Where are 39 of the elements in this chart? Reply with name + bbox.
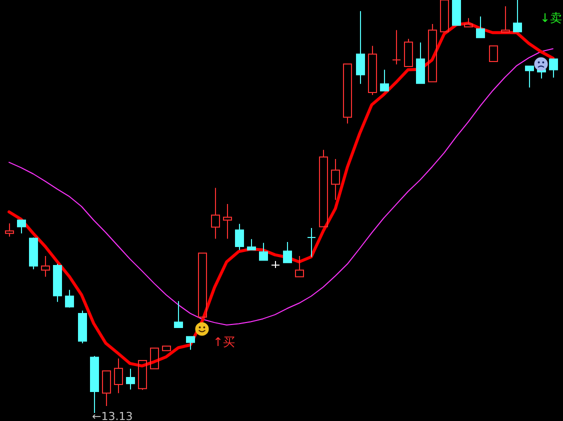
candlestick [356, 10, 365, 84]
candlestick [525, 66, 534, 88]
candlestick [343, 64, 352, 124]
candlestick [174, 300, 183, 328]
candlestick [368, 45, 377, 96]
candlestick [235, 223, 244, 250]
candlestick [186, 336, 195, 350]
candlestick [78, 310, 87, 344]
annotation: ↑买 [213, 335, 236, 349]
annotation: ←13.13 [92, 410, 133, 421]
candlestick [126, 368, 135, 390]
candlestick [223, 204, 232, 240]
candlestick [464, 18, 473, 28]
candlestick [380, 69, 389, 92]
candlestick [247, 238, 256, 250]
candlestick [53, 263, 62, 302]
candlestick [102, 370, 111, 406]
candlestick [331, 158, 340, 200]
candlestick [211, 187, 220, 240]
candlestick [416, 42, 425, 84]
candlestick [17, 220, 26, 234]
candlestick [404, 38, 413, 67]
annotation: ↓卖 [540, 11, 562, 25]
candlestick [29, 236, 38, 270]
candlestick [90, 356, 99, 414]
candlestick [549, 58, 558, 78]
candlestick [319, 149, 328, 228]
candlestick [65, 289, 74, 308]
candlestick [259, 242, 268, 261]
candlestick [513, 0, 522, 32]
candlestick [476, 16, 485, 38]
candlestick [138, 360, 147, 390]
candlestick [295, 256, 304, 278]
candlestick [283, 242, 292, 264]
candlestick [501, 6, 510, 33]
candlestick [428, 23, 437, 82]
candlestick [5, 222, 14, 238]
candlestick [114, 358, 123, 394]
candlestick [41, 256, 50, 278]
